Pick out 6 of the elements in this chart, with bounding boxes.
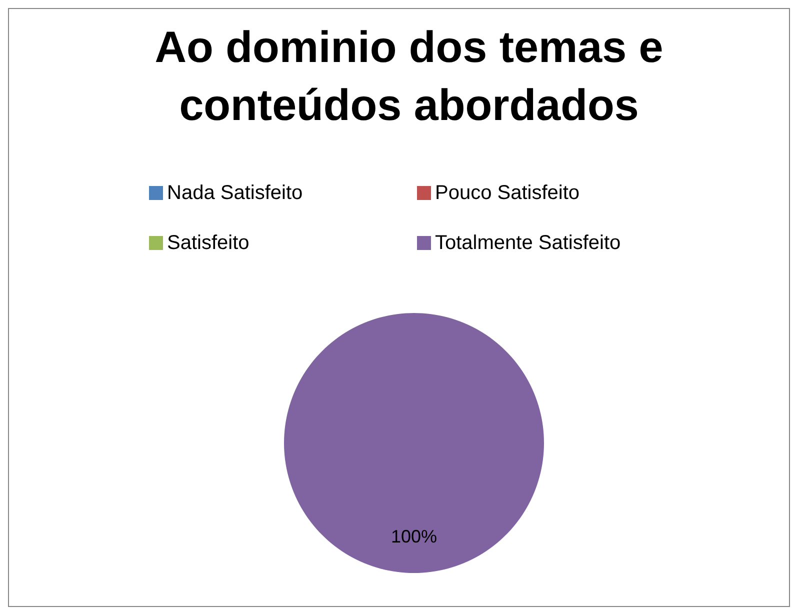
data-label: 100% (390, 526, 438, 547)
legend-label: Pouco Satisfeito (435, 182, 580, 204)
legend-label: Satisfeito (167, 232, 250, 254)
chart-title: Ao dominio dos temas e conteúdos abordados (154, 22, 664, 132)
legend-label: Totalmente Satisfeito (435, 232, 621, 254)
legend-label: Nada Satisfeito (167, 182, 303, 204)
